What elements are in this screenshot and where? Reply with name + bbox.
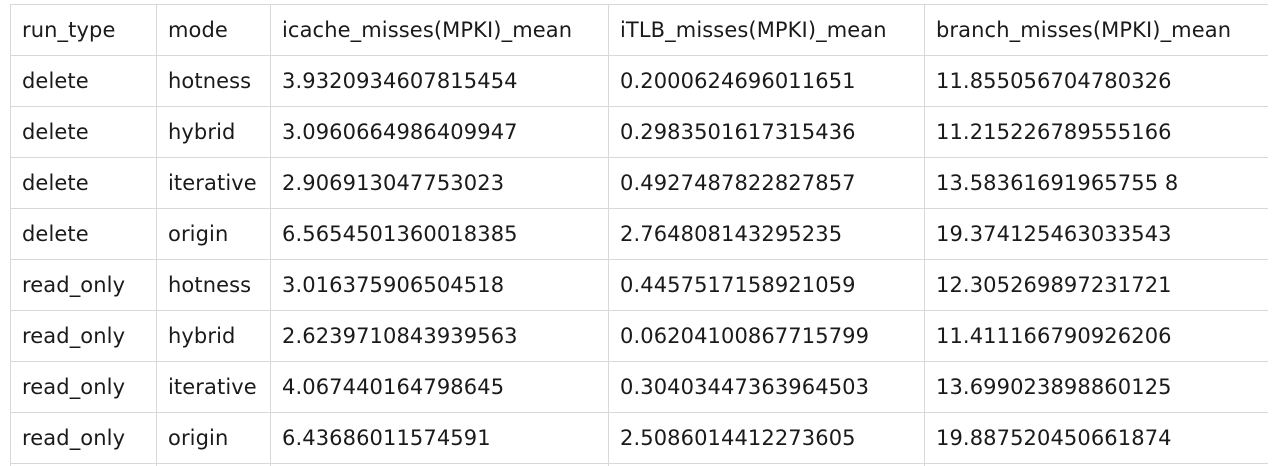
- cell-itlb-misses: 0.06204100867715799: [608, 310, 925, 362]
- cell-mode: hotness: [156, 259, 271, 311]
- cell-branch-misses: 19.374125463033543: [924, 208, 1268, 260]
- cell-icache-misses: 3.9320934607815454: [270, 55, 609, 107]
- cell-itlb-misses: 2.764808143295235: [608, 208, 925, 260]
- cell-mode: iterative: [156, 361, 271, 413]
- cell-itlb-misses: 0.4457517158921059: [608, 259, 925, 311]
- cell-itlb-misses: 0.2000624696011651: [608, 55, 925, 107]
- cell-itlb-misses: 0.30403447363964503: [608, 361, 925, 413]
- cell-branch-misses: 12.305269897231721: [924, 259, 1268, 311]
- cell-mode: origin: [156, 208, 271, 260]
- cell-itlb-misses: 0.2983501617315436: [608, 106, 925, 158]
- cell-icache-misses: 3.0960664986409947: [270, 106, 609, 158]
- table-row: read_only hybrid 2.6239710843939563 0.06…: [10, 310, 1268, 362]
- cell-branch-misses: 11.411166790926206: [924, 310, 1268, 362]
- cell-run-type: read_only: [10, 259, 157, 311]
- cell-run-type: delete: [10, 208, 157, 260]
- table-row-partial: [10, 463, 1268, 466]
- table-header-row: run_type mode icache_misses(MPKI)_mean i…: [10, 4, 1268, 56]
- cell-branch-misses: 19.887520450661874: [924, 412, 1268, 464]
- cell-icache-misses: 4.067440164798645: [270, 361, 609, 413]
- cell-icache-misses: 2.906913047753023: [270, 157, 609, 209]
- column-header-branch-misses: branch_misses(MPKI)_mean: [924, 4, 1268, 56]
- cell-run-type: read_only: [10, 412, 157, 464]
- cell-mode: origin: [156, 412, 271, 464]
- column-header-run-type: run_type: [10, 4, 157, 56]
- cell-icache-misses: 6.43686011574591: [270, 412, 609, 464]
- cell-branch-misses: 13.58361691965755 8: [924, 157, 1268, 209]
- table-row: read_only iterative 4.067440164798645 0.…: [10, 361, 1268, 413]
- table-row: delete hotness 3.9320934607815454 0.2000…: [10, 55, 1268, 107]
- results-table-container: run_type mode icache_misses(MPKI)_mean i…: [10, 4, 1268, 466]
- cell-itlb-misses: 2.5086014412273605: [608, 412, 925, 464]
- cell-branch-misses: 13.699023898860125: [924, 361, 1268, 413]
- cell-icache-misses: 6.5654501360018385: [270, 208, 609, 260]
- table-row: delete iterative 2.906913047753023 0.492…: [10, 157, 1268, 209]
- cell-mode: hotness: [156, 55, 271, 107]
- cell-run-type: delete: [10, 55, 157, 107]
- cell-mode: hybrid: [156, 106, 271, 158]
- cell-branch-misses: 11.215226789555166: [924, 106, 1268, 158]
- table-row: read_only origin 6.43686011574591 2.5086…: [10, 412, 1268, 464]
- cell-run-type: delete: [10, 157, 157, 209]
- table-row: delete origin 6.5654501360018385 2.76480…: [10, 208, 1268, 260]
- results-table: run_type mode icache_misses(MPKI)_mean i…: [10, 4, 1268, 466]
- cell-icache-misses: 3.016375906504518: [270, 259, 609, 311]
- cell-icache-misses: 2.6239710843939563: [270, 310, 609, 362]
- cell-mode: iterative: [156, 157, 271, 209]
- cell-empty: [924, 463, 1268, 466]
- cell-mode: hybrid: [156, 310, 271, 362]
- cell-run-type: read_only: [10, 361, 157, 413]
- table-row: read_only hotness 3.016375906504518 0.44…: [10, 259, 1268, 311]
- cell-run-type: read_only: [10, 310, 157, 362]
- cell-branch-misses: 11.855056704780326: [924, 55, 1268, 107]
- column-header-mode: mode: [156, 4, 271, 56]
- column-header-icache-misses: icache_misses(MPKI)_mean: [270, 4, 609, 56]
- table-row: delete hybrid 3.0960664986409947 0.29835…: [10, 106, 1268, 158]
- column-header-itlb-misses: iTLB_misses(MPKI)_mean: [608, 4, 925, 56]
- cell-itlb-misses: 0.4927487822827857: [608, 157, 925, 209]
- cell-run-type: delete: [10, 106, 157, 158]
